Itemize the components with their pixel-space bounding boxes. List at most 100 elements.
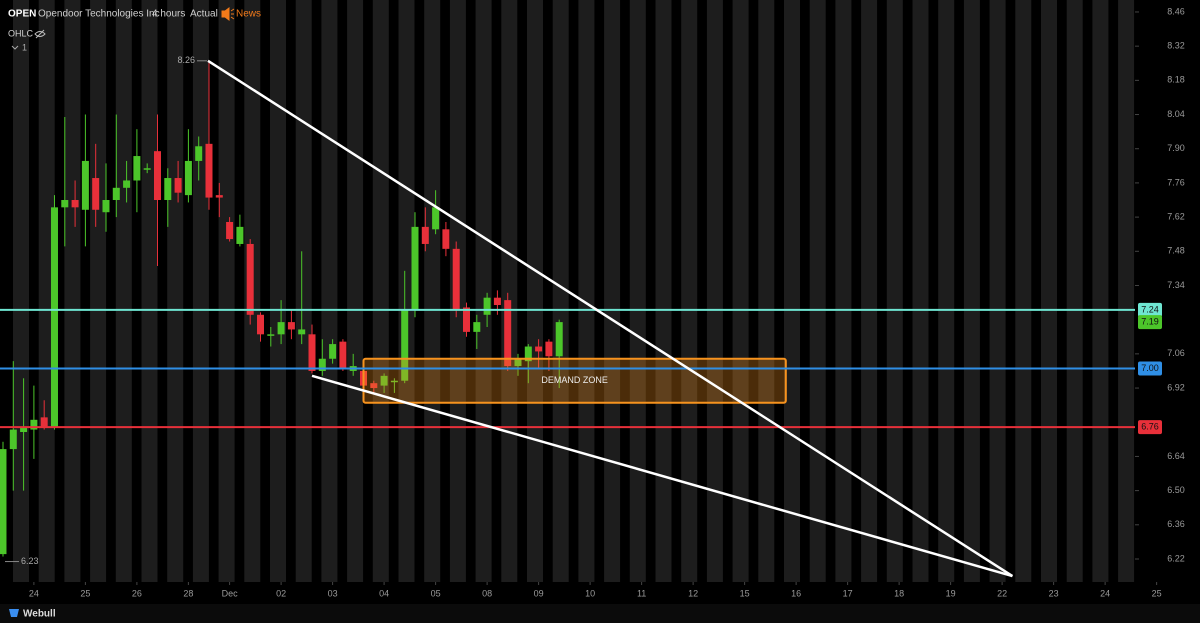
candle-body (164, 178, 172, 201)
candle-body (112, 187, 120, 201)
candle-body (236, 226, 244, 244)
company-name: Opendoor Technologies Inc (38, 9, 160, 20)
session-stripe (372, 0, 389, 582)
y-tick-label: 6.22 (1167, 553, 1185, 563)
candle-body (504, 300, 512, 367)
x-tick-label: 22 (997, 588, 1007, 598)
session-stripe (141, 0, 158, 582)
session-stripe (835, 0, 852, 582)
session-stripe (784, 0, 800, 582)
candle-body (452, 248, 460, 310)
interval[interactable]: 4 hours (152, 9, 185, 20)
price-axis-bg (1135, 0, 1200, 603)
y-tick-label: 7.76 (1167, 177, 1185, 187)
candle-body (432, 207, 440, 230)
candle-body (514, 358, 522, 367)
price-line-tag (1138, 302, 1162, 317)
candle-body (133, 156, 141, 181)
y-tick-label: 7.90 (1167, 143, 1185, 153)
candle-body (298, 329, 306, 335)
symbol: OPEN (8, 9, 36, 20)
session-stripe (604, 0, 621, 582)
session-stripe (321, 0, 338, 582)
y-tick-label: 6.50 (1167, 485, 1185, 495)
candle-body (411, 226, 419, 310)
x-tick-label: 02 (276, 588, 286, 598)
candle-body (174, 178, 182, 193)
low-label: 6.23 (21, 556, 39, 566)
candle-body (535, 346, 543, 352)
candle-body (205, 143, 213, 198)
session-stripe (758, 0, 775, 582)
footer (0, 604, 1200, 623)
candle-body (81, 160, 89, 210)
trendline (207, 59, 1014, 578)
session-stripe (167, 0, 184, 582)
candle-body (184, 160, 192, 196)
candle-body (339, 341, 347, 369)
brand: Webull (23, 609, 56, 620)
session-stripe (912, 0, 929, 582)
y-tick-label: 6.36 (1167, 519, 1185, 529)
candle-body (102, 200, 110, 213)
session-stripe (398, 0, 415, 582)
y-tick-label: 8.46 (1167, 6, 1185, 16)
x-tick-label: 24 (1100, 588, 1110, 598)
adjust[interactable]: Actual (190, 9, 218, 20)
candle-body (483, 297, 491, 315)
candle-body (61, 200, 69, 208)
y-tick-label: 6.92 (1167, 382, 1185, 392)
demand-zone (362, 357, 787, 404)
eye-icon[interactable] (34, 29, 46, 39)
session-stripe (90, 0, 107, 582)
y-tick-label: 8.04 (1167, 109, 1185, 119)
session-stripe (1118, 0, 1135, 582)
session-stripe (732, 0, 749, 582)
candle-body (123, 180, 131, 188)
session-stripe (706, 0, 723, 582)
trendline (311, 374, 1013, 578)
session-stripe (13, 0, 29, 582)
candle-body (545, 341, 553, 357)
session-stripe (192, 0, 209, 582)
candle-body (524, 346, 532, 362)
session-stripe (501, 0, 518, 582)
candle-body (442, 229, 450, 249)
indicator[interactable]: OHLC (8, 28, 34, 38)
candle-body (0, 449, 7, 555)
session-stripe (681, 0, 698, 582)
y-tick-label: 7.48 (1167, 246, 1185, 256)
session-stripe (270, 0, 286, 582)
session-stripe (527, 0, 543, 582)
y-tick-label: 6.64 (1167, 451, 1185, 461)
candle-body (493, 297, 501, 306)
session-stripe (295, 0, 312, 582)
session-stripe (1015, 0, 1032, 582)
candle-body (20, 427, 28, 433)
y-tick-label: 8.18 (1167, 75, 1185, 85)
y-tick-label: 8.32 (1167, 41, 1185, 51)
candle-body (421, 226, 429, 244)
collapse-icon[interactable] (11, 45, 19, 50)
candle-body (329, 344, 337, 359)
x-tick-label: 03 (328, 588, 338, 598)
high-label: 8.26 (177, 55, 195, 65)
news[interactable]: News (236, 9, 261, 20)
candle-body (463, 307, 471, 332)
news-icon[interactable] (221, 7, 235, 21)
session-stripe (347, 0, 364, 582)
y-tick-label: 7.06 (1167, 348, 1185, 358)
candle-body (71, 200, 79, 208)
session-stripe (989, 0, 1006, 582)
candle-body (92, 178, 100, 210)
x-tick-label: 08 (482, 588, 492, 598)
price-line-tag (1138, 361, 1162, 376)
candle-body (9, 429, 17, 450)
candle-body (401, 309, 409, 381)
candle-body (390, 380, 398, 383)
session-stripe (629, 0, 646, 582)
x-tick-label: 26 (132, 588, 142, 598)
x-tick-label: 15 (740, 588, 750, 598)
